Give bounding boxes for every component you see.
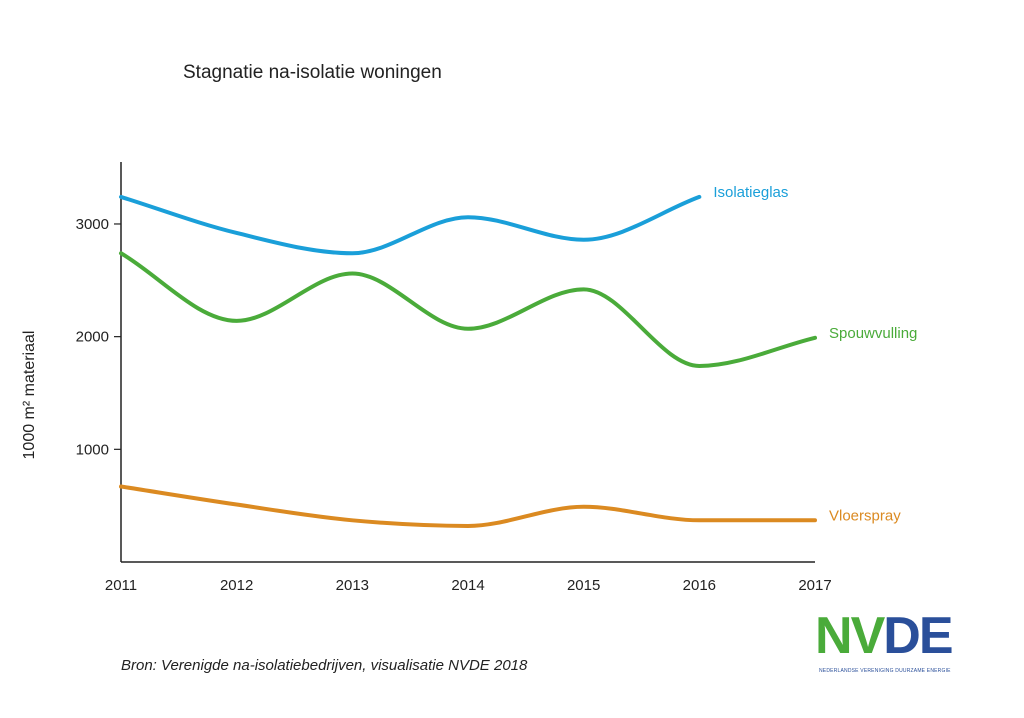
series-layer (119, 194, 817, 528)
logo-tagline: NEDERLANDSE VERENIGING DUURZAME ENERGIE (819, 668, 951, 674)
x-tick-label: 2017 (798, 577, 831, 594)
x-tick-label: 2016 (683, 577, 716, 594)
y-tick-label: 3000 (76, 216, 109, 233)
y-tick-label: 1000 (76, 441, 109, 458)
chart-title: Stagnatie na-isolatie woningen (183, 62, 442, 83)
logo-letter-v: V (850, 607, 886, 665)
series-label-isolatieglas: Isolatieglas (713, 184, 788, 201)
logo-letter-n: N (815, 607, 853, 665)
x-tick-label: 2012 (220, 577, 253, 594)
series-label-vloerspray: Vloerspray (829, 507, 901, 524)
series-labels: Isolatieglas Spouwvulling Vloerspray (713, 184, 917, 524)
series-line-vloerspray (119, 484, 817, 528)
series-line-isolatieglas (119, 194, 702, 256)
source-note: Bron: Verenigde na-isolatiebedrijven, vi… (121, 657, 528, 674)
x-tick-label: 2011 (105, 577, 137, 594)
logo-wordmark: NVDE (815, 606, 954, 666)
x-tick-label: 2014 (451, 577, 484, 594)
y-tick-label: 2000 (76, 329, 109, 346)
logo-letter-d: D (883, 607, 921, 665)
nvde-logo: NVDE NEDERLANDSE VERENIGING DUURZAME ENE… (815, 606, 965, 678)
series-line-spouwvulling (119, 251, 817, 368)
x-tick-label: 2015 (567, 577, 600, 594)
logo-letter-e: E (918, 607, 954, 665)
x-tick-label: 2013 (336, 577, 369, 594)
series-label-spouwvulling: Spouwvulling (829, 325, 917, 342)
chart-axes: 1000 2000 3000 2011 2012 2013 2014 2015 2016 2017 (76, 162, 832, 594)
